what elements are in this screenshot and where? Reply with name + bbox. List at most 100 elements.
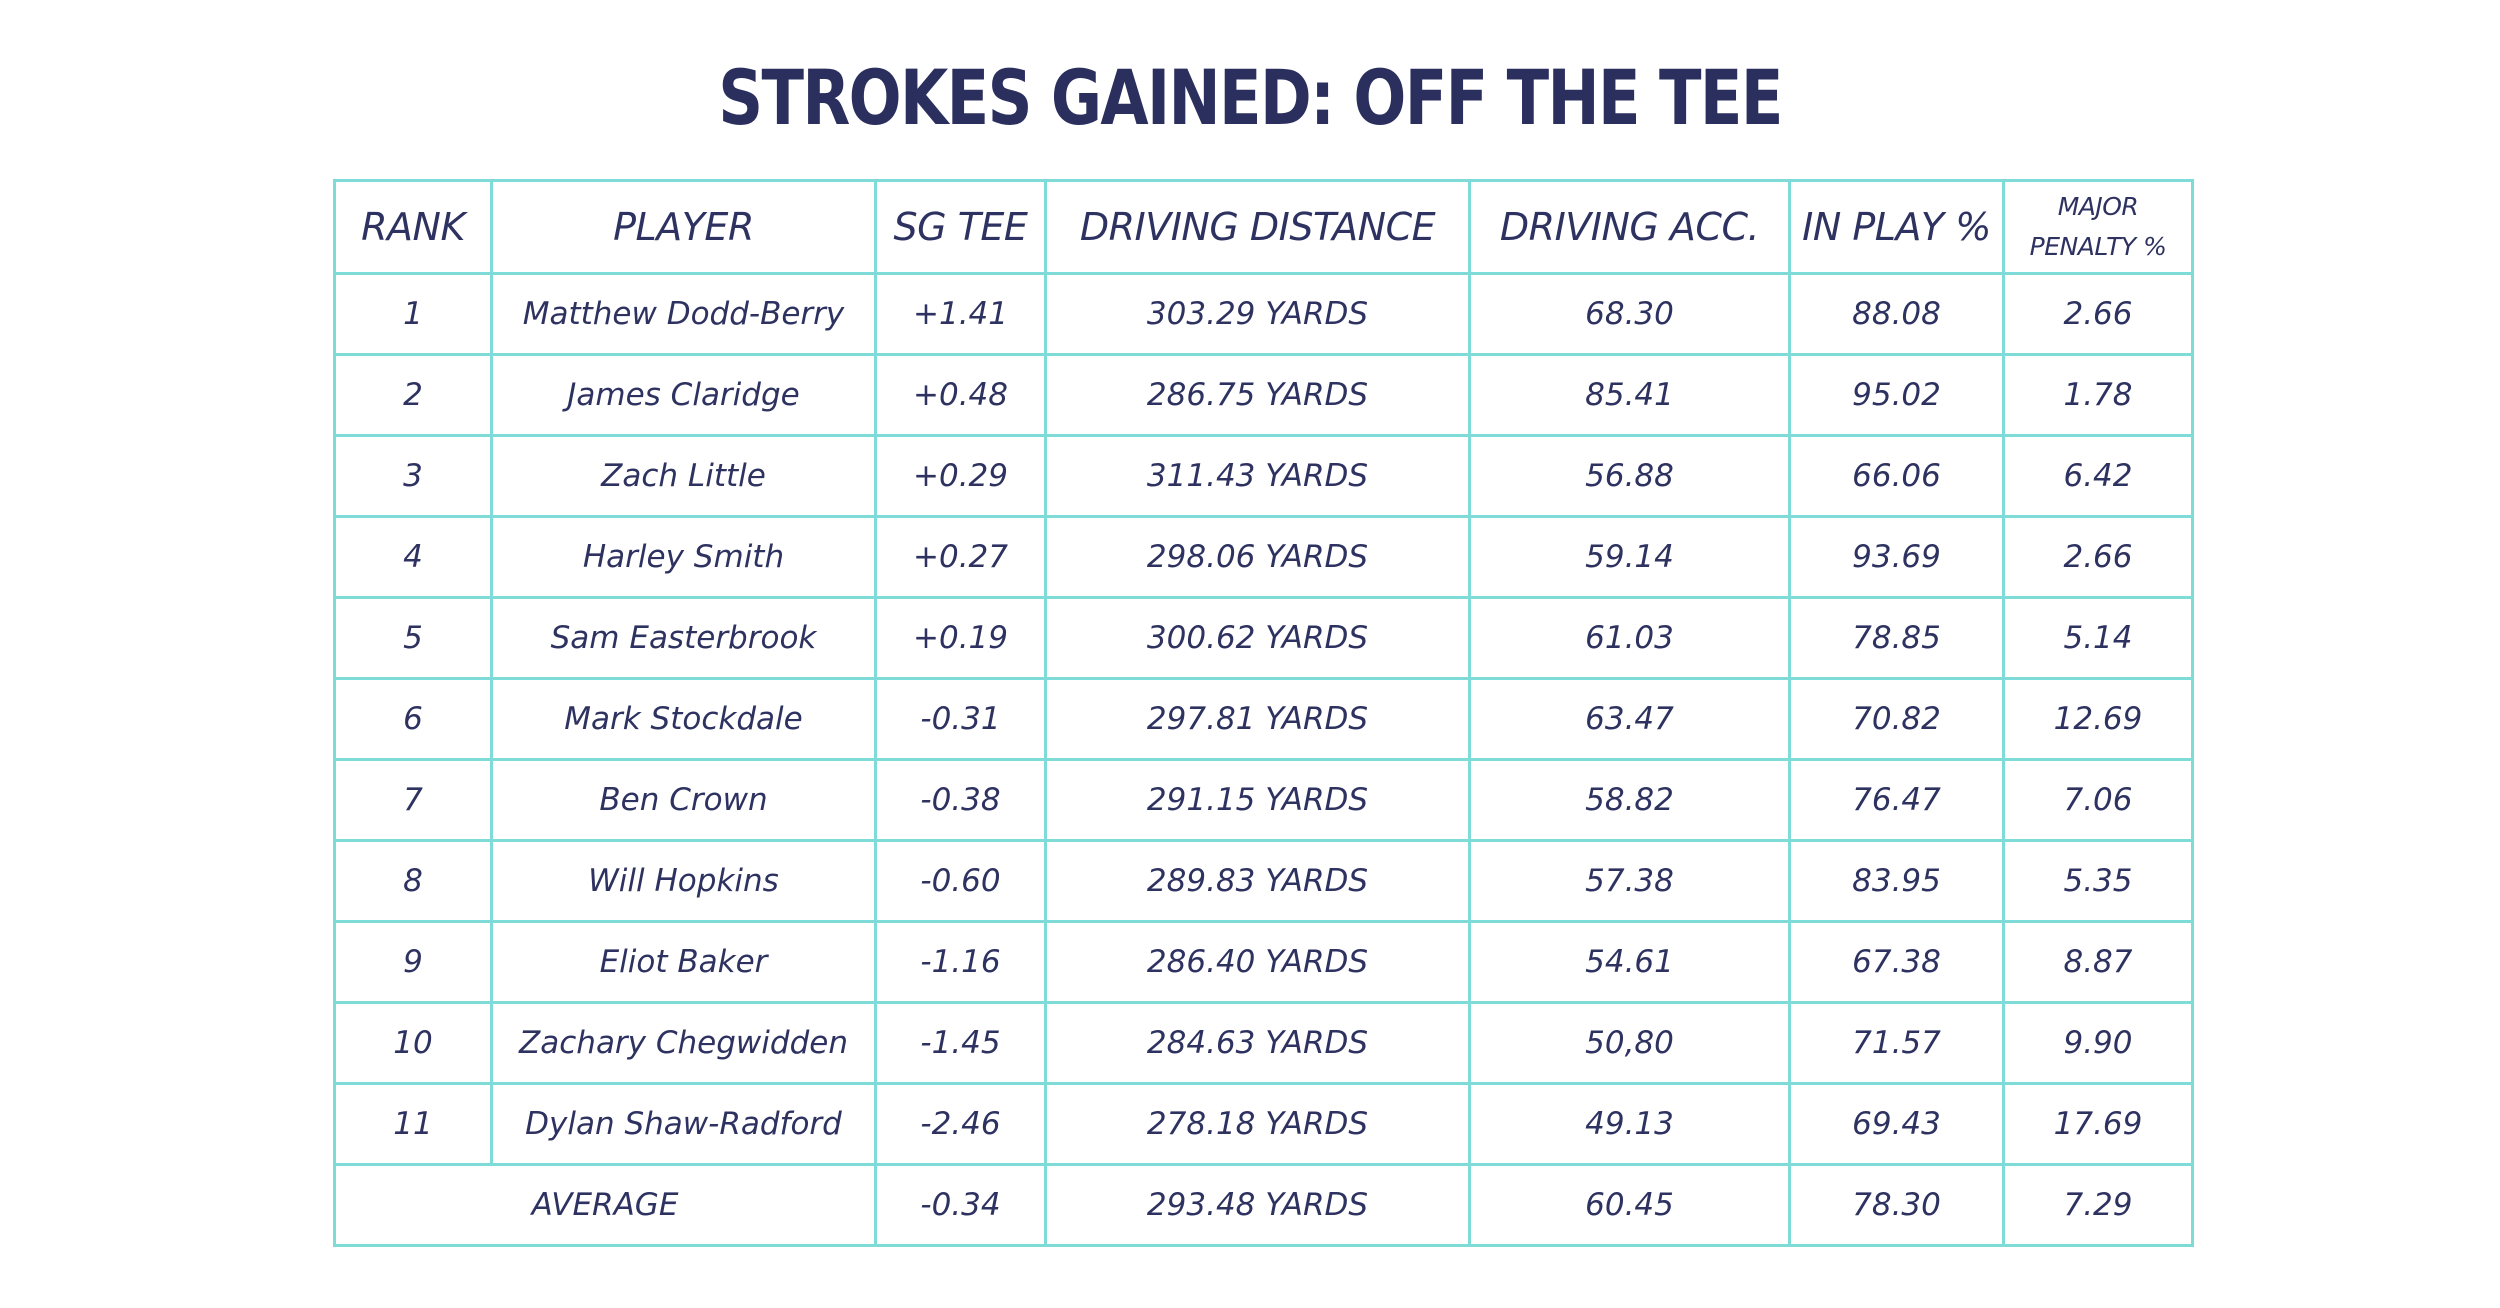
col-header-driving-distance: DRIVING DISTANCE bbox=[1044, 179, 1471, 275]
cell-driving-distance: 303.29 YARDS bbox=[1044, 272, 1471, 356]
cell-player: Zachary Chegwidden bbox=[490, 1001, 877, 1085]
average-penalty: 7.29 bbox=[2002, 1163, 2194, 1247]
cell-sg-tee: -0.31 bbox=[874, 677, 1047, 761]
cell-sg-tee: +0.29 bbox=[874, 434, 1047, 518]
cell-player: Ben Crown bbox=[490, 758, 877, 842]
average-label: AVERAGE bbox=[333, 1163, 877, 1247]
cell-rank: 7 bbox=[333, 758, 493, 842]
table-row: 9 Eliot Baker -1.16 286.40 YARDS 54.61 67.38 8… bbox=[333, 920, 2194, 1004]
table-body: 1 Matthew Dodd-Berry +1.41 303.29 YARDS 68.3… bbox=[333, 272, 2194, 1166]
cell-player: Eliot Baker bbox=[490, 920, 877, 1004]
average-accuracy: 60.45 bbox=[1468, 1163, 1791, 1247]
cell-driving-acc: 58.82 bbox=[1468, 758, 1791, 842]
cell-major-penalty: 5.35 bbox=[2002, 839, 2194, 923]
cell-in-play: 76.47 bbox=[1788, 758, 2005, 842]
cell-rank: 11 bbox=[333, 1082, 493, 1166]
cell-rank: 8 bbox=[333, 839, 493, 923]
cell-driving-distance: 286.40 YARDS bbox=[1044, 920, 1471, 1004]
cell-in-play: 93.69 bbox=[1788, 515, 2005, 599]
cell-in-play: 83.95 bbox=[1788, 839, 2005, 923]
col-header-player: PLAYER bbox=[490, 179, 877, 275]
cell-rank: 6 bbox=[333, 677, 493, 761]
cell-in-play: 88.08 bbox=[1788, 272, 2005, 356]
header-row: RANK PLAYER SG TEE DRIVING DISTANCE DRIV… bbox=[333, 179, 2194, 275]
cell-major-penalty: 8.87 bbox=[2002, 920, 2194, 1004]
cell-major-penalty: 9.90 bbox=[2002, 1001, 2194, 1085]
cell-player: Will Hopkins bbox=[490, 839, 877, 923]
cell-major-penalty: 2.66 bbox=[2002, 272, 2194, 356]
table-row: 10 Zachary Chegwidden -1.45 284.63 YARDS 50,… bbox=[333, 1001, 2194, 1085]
average-in-play: 78.30 bbox=[1788, 1163, 2005, 1247]
average-distance: 293.48 YARDS bbox=[1044, 1163, 1471, 1247]
cell-driving-distance: 300.62 YARDS bbox=[1044, 596, 1471, 680]
cell-sg-tee: +0.27 bbox=[874, 515, 1047, 599]
cell-sg-tee: -2.46 bbox=[874, 1082, 1047, 1166]
cell-rank: 2 bbox=[333, 353, 493, 437]
cell-driving-distance: 311.43 YARDS bbox=[1044, 434, 1471, 518]
cell-rank: 5 bbox=[333, 596, 493, 680]
cell-in-play: 67.38 bbox=[1788, 920, 2005, 1004]
col-header-rank: RANK bbox=[333, 179, 493, 275]
cell-major-penalty: 12.69 bbox=[2002, 677, 2194, 761]
cell-rank: 1 bbox=[333, 272, 493, 356]
major-penalty-line2: PENALTY % bbox=[2029, 232, 2167, 261]
cell-driving-distance: 291.15 YARDS bbox=[1044, 758, 1471, 842]
cell-sg-tee: -1.45 bbox=[874, 1001, 1047, 1085]
cell-driving-acc: 57.38 bbox=[1468, 839, 1791, 923]
cell-player: Matthew Dodd-Berry bbox=[490, 272, 877, 356]
cell-driving-distance: 284.63 YARDS bbox=[1044, 1001, 1471, 1085]
table-row: 3 Zach Little +0.29 311.43 YARDS 56.88 66.06 6… bbox=[333, 434, 2194, 518]
cell-driving-acc: 50,80 bbox=[1468, 1001, 1791, 1085]
table-row: 4 Harley Smith +0.27 298.06 YARDS 59.14 93.69… bbox=[333, 515, 2194, 599]
cell-in-play: 69.43 bbox=[1788, 1082, 2005, 1166]
cell-driving-acc: 56.88 bbox=[1468, 434, 1791, 518]
table-row: 6 Mark Stockdale -0.31 297.81 YARDS 63.47 70.… bbox=[333, 677, 2194, 761]
major-penalty-line1: MAJOR bbox=[2057, 192, 2139, 221]
cell-in-play: 78.85 bbox=[1788, 596, 2005, 680]
col-header-driving-acc: DRIVING ACC. bbox=[1468, 179, 1791, 275]
cell-driving-acc: 63.47 bbox=[1468, 677, 1791, 761]
cell-driving-acc: 59.14 bbox=[1468, 515, 1791, 599]
cell-in-play: 71.57 bbox=[1788, 1001, 2005, 1085]
col-header-major-penalty: MAJOR PENALTY % bbox=[2002, 179, 2194, 275]
cell-major-penalty: 2.66 bbox=[2002, 515, 2194, 599]
table-row: 11 Dylan Shaw-Radford -2.46 278.18 YARDS 49.… bbox=[333, 1082, 2194, 1166]
col-header-in-play: IN PLAY % bbox=[1788, 179, 2005, 275]
table-row: 8 Will Hopkins -0.60 289.83 YARDS 57.38 83.95… bbox=[333, 839, 2194, 923]
cell-in-play: 70.82 bbox=[1788, 677, 2005, 761]
cell-driving-distance: 297.81 YARDS bbox=[1044, 677, 1471, 761]
cell-in-play: 66.06 bbox=[1788, 434, 2005, 518]
cell-driving-distance: 286.75 YARDS bbox=[1044, 353, 1471, 437]
cell-major-penalty: 5.14 bbox=[2002, 596, 2194, 680]
cell-sg-tee: -0.38 bbox=[874, 758, 1047, 842]
cell-driving-acc: 49.13 bbox=[1468, 1082, 1791, 1166]
strokes-gained-table: RANK PLAYER SG TEE DRIVING DISTANCE DRIV… bbox=[333, 179, 2194, 1247]
cell-sg-tee: +1.41 bbox=[874, 272, 1047, 356]
cell-major-penalty: 17.69 bbox=[2002, 1082, 2194, 1166]
cell-major-penalty: 6.42 bbox=[2002, 434, 2194, 518]
average-row: AVERAGE -0.34 293.48 YARDS 60.45 78.30 7… bbox=[333, 1163, 2194, 1247]
cell-driving-distance: 298.06 YARDS bbox=[1044, 515, 1471, 599]
cell-major-penalty: 7.06 bbox=[2002, 758, 2194, 842]
cell-driving-distance: 289.83 YARDS bbox=[1044, 839, 1471, 923]
table-row: 7 Ben Crown -0.38 291.15 YARDS 58.82 76.47 7.0… bbox=[333, 758, 2194, 842]
cell-rank: 10 bbox=[333, 1001, 493, 1085]
cell-sg-tee: +0.19 bbox=[874, 596, 1047, 680]
cell-driving-acc: 54.61 bbox=[1468, 920, 1791, 1004]
cell-driving-acc: 61.03 bbox=[1468, 596, 1791, 680]
cell-driving-acc: 85.41 bbox=[1468, 353, 1791, 437]
cell-player: Harley Smith bbox=[490, 515, 877, 599]
page-title: STROKES GAINED: OFF THE TEE bbox=[718, 53, 1783, 142]
cell-major-penalty: 1.78 bbox=[2002, 353, 2194, 437]
table-row: 5 Sam Easterbrook +0.19 300.62 YARDS 61.03 78… bbox=[333, 596, 2194, 680]
cell-sg-tee: -0.60 bbox=[874, 839, 1047, 923]
cell-rank: 9 bbox=[333, 920, 493, 1004]
col-header-sg-tee: SG TEE bbox=[874, 179, 1047, 275]
cell-player: Dylan Shaw-Radford bbox=[490, 1082, 877, 1166]
table-row: 1 Matthew Dodd-Berry +1.41 303.29 YARDS 68.3… bbox=[333, 272, 2194, 356]
cell-rank: 3 bbox=[333, 434, 493, 518]
cell-player: Zach Little bbox=[490, 434, 877, 518]
average-sg-tee: -0.34 bbox=[874, 1163, 1047, 1247]
cell-sg-tee: +0.48 bbox=[874, 353, 1047, 437]
cell-sg-tee: -1.16 bbox=[874, 920, 1047, 1004]
